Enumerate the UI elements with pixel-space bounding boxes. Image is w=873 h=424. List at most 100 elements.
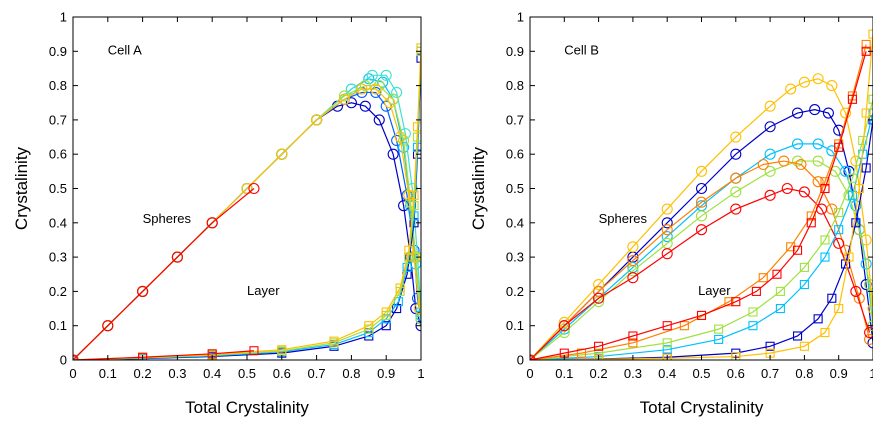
- data-point: [847, 190, 857, 200]
- spheres-series: [530, 104, 873, 360]
- data-point: [380, 69, 392, 81]
- data-point: [377, 76, 389, 88]
- annotation-cell-label: Cell A: [108, 43, 142, 58]
- data-point: [827, 293, 837, 303]
- data-point: [404, 252, 414, 262]
- data-point: [662, 345, 672, 355]
- series-line: [530, 99, 873, 360]
- y-tick-label: 0.9: [49, 44, 67, 59]
- data-point: [661, 203, 673, 215]
- data-point: [695, 182, 708, 195]
- data-point: [822, 107, 834, 119]
- data-point: [778, 155, 790, 167]
- x-tick-label: 0: [526, 366, 533, 381]
- data-point: [137, 285, 149, 297]
- layer-series: [73, 53, 421, 360]
- x-tick-label: 0.5: [238, 366, 256, 381]
- x-tick-label: 0.8: [342, 366, 360, 381]
- data-point: [356, 83, 368, 95]
- x-tick-label: 0.8: [795, 366, 813, 381]
- spheres-series: [530, 182, 873, 360]
- data-point: [781, 182, 793, 195]
- data-point: [627, 241, 639, 253]
- y-tick-label: 0.9: [506, 44, 524, 59]
- data-point: [387, 148, 399, 160]
- series-line: [73, 188, 255, 360]
- axis-ticks: 0 0.1 0.2 0.3 0.4 0.5 0.6 0.7 0.8 0.9 1 0 0.1 0.2 0.3 0…: [49, 10, 425, 382]
- x-tick-label: 0.6: [273, 366, 291, 381]
- data-point: [628, 338, 638, 348]
- x-tick-label: 0.2: [134, 366, 152, 381]
- data-point: [695, 196, 708, 208]
- data-point: [833, 237, 845, 249]
- data-point: [593, 278, 605, 291]
- data-point: [329, 336, 339, 346]
- plot-area: [73, 43, 421, 360]
- data-point: [628, 331, 638, 341]
- data-point: [834, 142, 844, 152]
- data-point: [398, 134, 410, 147]
- data-point: [395, 283, 405, 293]
- series-line: [73, 58, 421, 360]
- data-point: [799, 341, 809, 351]
- data-point: [860, 234, 872, 246]
- y-tick-label: 0.5: [49, 181, 67, 196]
- series-line: [530, 44, 867, 360]
- series-line: [530, 187, 871, 360]
- plot-area: [530, 29, 873, 360]
- data-point: [834, 207, 844, 218]
- x-axis-label: Total Crystalinity: [185, 398, 309, 417]
- spheres-series: [73, 182, 260, 360]
- data-point: [696, 310, 707, 320]
- data-point: [409, 211, 419, 221]
- data-point: [864, 327, 873, 339]
- data-point: [799, 262, 809, 272]
- data-point: [785, 83, 797, 95]
- data-point: [813, 314, 823, 324]
- y-tick-label: 1: [517, 10, 524, 25]
- data-point: [751, 286, 761, 296]
- x-tick-label: 0.9: [377, 366, 395, 381]
- x-tick-label: 0.1: [555, 366, 573, 381]
- data-point: [851, 218, 861, 228]
- data-point: [364, 321, 374, 331]
- data-point: [695, 165, 708, 177]
- data-point: [791, 107, 804, 119]
- data-point: [730, 148, 742, 160]
- x-tick-label: 1: [869, 366, 873, 381]
- data-point: [249, 346, 259, 356]
- x-tick-label: 1: [417, 366, 424, 381]
- data-point: [384, 97, 396, 109]
- chart-panel-cell-b: 0 0.1 0.2 0.3 0.4 0.5 0.6 0.7 0.8 0.9 1 0 0.1 0.2 0.3 0…: [469, 10, 873, 417]
- data-point: [714, 324, 724, 334]
- data-point: [730, 131, 742, 143]
- data-point: [311, 114, 323, 126]
- spheres-series: [530, 73, 873, 360]
- y-tick-label: 0.8: [49, 78, 67, 93]
- data-point: [775, 303, 785, 314]
- annotation-layer: Layer: [698, 283, 731, 298]
- data-point: [730, 172, 742, 184]
- data-point: [809, 104, 821, 116]
- data-point: [593, 292, 605, 304]
- y-tick-label: 0.7: [49, 112, 67, 127]
- data-point: [786, 242, 796, 252]
- data-point: [370, 83, 382, 95]
- data-point: [861, 39, 871, 49]
- data-point: [757, 158, 769, 171]
- data-point: [277, 345, 287, 355]
- data-point: [661, 248, 673, 260]
- series-line: [73, 78, 421, 360]
- data-point: [841, 259, 851, 269]
- data-point: [792, 331, 803, 341]
- y-tick-label: 0.5: [506, 181, 524, 196]
- data-point: [387, 93, 399, 105]
- data-point: [394, 131, 406, 143]
- data-point: [412, 122, 421, 132]
- data-point: [661, 230, 673, 243]
- data-point: [748, 321, 758, 331]
- spheres-series: [73, 83, 421, 360]
- layer-series: [530, 29, 873, 360]
- data-point: [661, 224, 673, 236]
